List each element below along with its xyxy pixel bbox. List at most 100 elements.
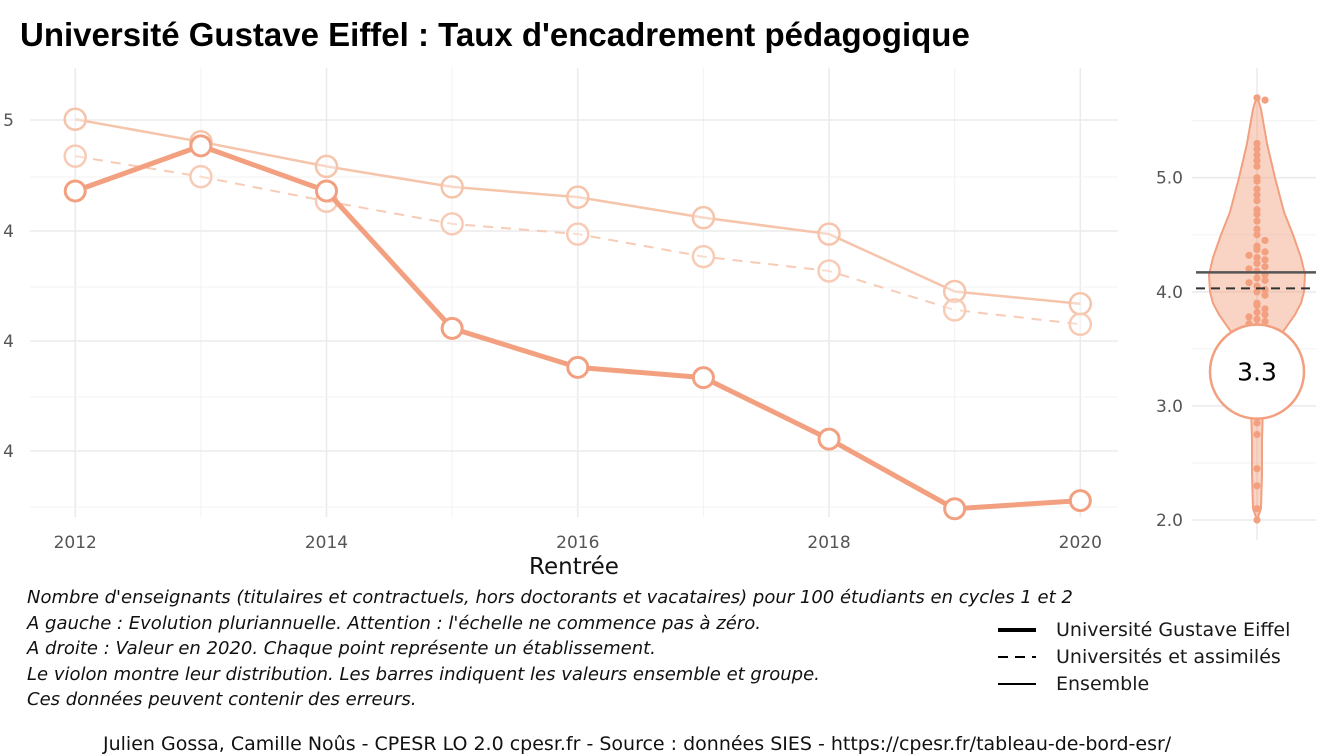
violin-point	[1261, 236, 1269, 245]
violin-point	[1261, 263, 1269, 271]
data-point	[314, 154, 339, 179]
violin-point	[1253, 196, 1261, 205]
x-tick-label: 2016	[556, 533, 599, 553]
data-point	[440, 316, 464, 340]
highlight-bubble	[1208, 323, 1306, 420]
x-axis-label: Rentrée	[529, 554, 619, 580]
y-tick-label: 4	[3, 332, 14, 352]
caption-line: Nombre d'enseignants (titulaires et cont…	[27, 587, 1073, 608]
violin-y-tick-label: 4.0	[1156, 283, 1183, 303]
violin-point	[1261, 276, 1269, 284]
y-tick-label: 4	[3, 222, 14, 242]
line-chart-axes: 5 4 4 4 2012 2014 2016 2018 2020 Rentrée	[3, 111, 1102, 580]
legend-item: Université Gustave Eiffel	[998, 616, 1290, 643]
data-point	[440, 212, 464, 236]
violin-y-tick-label: 3.0	[1156, 397, 1183, 417]
legend: Université Gustave Eiffel Universités et…	[998, 616, 1290, 697]
y-tick-label: 5	[3, 111, 14, 131]
line-chart-series	[63, 107, 1093, 521]
violin-point	[1253, 156, 1261, 165]
data-point	[63, 107, 87, 132]
x-tick-label: 2020	[1059, 533, 1102, 553]
violin-point	[1253, 274, 1261, 282]
violin-point	[1253, 504, 1261, 513]
violin-point	[1253, 482, 1261, 490]
violin-point	[1253, 288, 1261, 296]
y-tick-label: 4	[3, 442, 14, 462]
violin-point	[1261, 317, 1269, 326]
violin-point	[1253, 162, 1261, 170]
violin-point	[1253, 94, 1261, 102]
violin-point	[1261, 256, 1269, 264]
violin-highlight: 3.3	[1208, 323, 1306, 420]
violin-point	[1253, 191, 1261, 199]
violin-point	[1253, 139, 1261, 148]
violin-point	[1253, 301, 1261, 310]
violin-point	[1245, 265, 1253, 273]
legend-key-solid-thick	[998, 627, 1036, 632]
data-point	[943, 497, 967, 521]
violin-point	[1253, 225, 1261, 233]
legend-key-solid-thin	[998, 682, 1036, 685]
legend-label: Ensemble	[1056, 672, 1150, 695]
violin-point	[1261, 311, 1269, 319]
data-point	[817, 259, 841, 283]
violin-point	[1253, 185, 1261, 193]
data-point	[817, 427, 841, 451]
violin-point	[1261, 96, 1269, 104]
violin-point	[1253, 177, 1261, 185]
violin-point	[1253, 419, 1261, 427]
data-point	[691, 205, 716, 230]
violin-y-tick-label: 5.0	[1156, 169, 1183, 189]
data-point	[942, 298, 967, 322]
legend-label: Universités et assimilés	[1056, 645, 1281, 668]
series-line	[75, 118, 1081, 306]
violin-point	[1253, 516, 1261, 524]
violin-point	[1261, 305, 1269, 313]
data-point	[63, 179, 87, 203]
violin-point	[1253, 430, 1261, 439]
violin-point	[1253, 245, 1261, 254]
violin-point	[1261, 248, 1269, 256]
data-point	[1068, 292, 1093, 316]
violin-point	[1253, 465, 1261, 473]
violin-point	[1253, 217, 1261, 225]
violin-reference-lines	[1196, 271, 1316, 290]
data-point	[189, 134, 213, 158]
caption-line: Le violon montre leur distribution. Les …	[27, 663, 820, 685]
series-line	[75, 155, 1081, 326]
legend-key-dashed	[998, 655, 1036, 658]
legend-item: Ensemble	[998, 670, 1290, 697]
violin-y-tick-label: 2.0	[1156, 511, 1183, 531]
data-point	[1068, 312, 1093, 337]
x-tick-label: 2012	[54, 533, 97, 553]
x-tick-label: 2014	[305, 533, 348, 553]
violin-point	[1245, 279, 1253, 287]
violin-point	[1253, 253, 1261, 262]
data-point	[314, 179, 338, 203]
data-point	[1068, 489, 1092, 513]
violin-point	[1253, 151, 1261, 159]
credits: Julien Gossa, Camille Noûs - CPESR LO 2.…	[103, 733, 1172, 755]
data-point	[691, 244, 716, 269]
caption-line: Ces données peuvent contenir des erreurs…	[27, 689, 417, 710]
line-chart-grid	[30, 68, 1118, 517]
violin-point	[1253, 231, 1261, 239]
violin-point	[1253, 259, 1261, 267]
data-point	[189, 164, 213, 189]
data-point	[691, 366, 715, 390]
violin-point	[1253, 145, 1261, 153]
data-point	[566, 185, 590, 209]
violin-point	[1245, 251, 1253, 259]
data-point	[942, 279, 967, 304]
highlight-value-label: 3.3	[1237, 358, 1277, 387]
violin-point	[1245, 313, 1253, 321]
legend-item: Universités et assimilés	[998, 643, 1290, 670]
violin-point	[1261, 291, 1269, 299]
caption-line: A gauche : Evolution pluriannuelle. Atte…	[27, 612, 761, 634]
data-point	[817, 222, 841, 246]
data-point	[63, 144, 87, 168]
caption: Nombre d'enseignants (titulaires et cont…	[27, 585, 1073, 713]
data-point	[566, 222, 590, 246]
x-tick-label: 2018	[807, 533, 850, 553]
